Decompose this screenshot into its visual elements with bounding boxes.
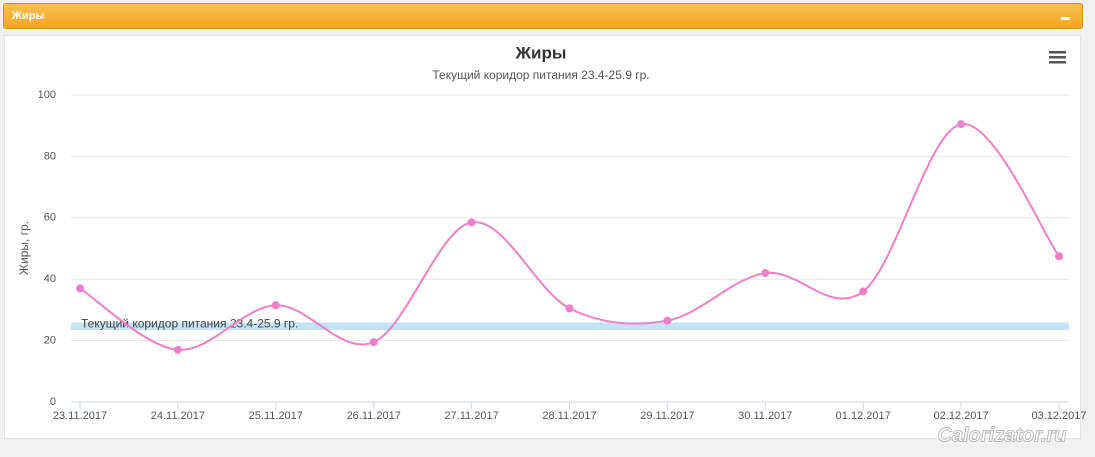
y-tick-label: 20 (44, 335, 56, 347)
x-tick-label: 30.11.2017 (738, 410, 792, 422)
x-tick-label: 27.11.2017 (444, 410, 498, 422)
menu-button[interactable] (1049, 51, 1066, 64)
minimize-button[interactable] (1061, 17, 1070, 20)
x-tick-label: 25.11.2017 (249, 410, 303, 422)
x-tick-label: 03.12.2017 (1031, 410, 1086, 422)
x-tick-label: 23.11.2017 (53, 410, 107, 422)
data-point (76, 284, 84, 293)
x-tick-label: 02.12.2017 (934, 410, 989, 422)
panel-title: Жиры (12, 10, 45, 22)
data-point (761, 269, 770, 278)
chart-title: Жиры (515, 43, 567, 62)
x-tick-label: 29.11.2017 (640, 410, 694, 422)
x-tick-label: 24.11.2017 (151, 410, 205, 422)
data-point (957, 120, 966, 129)
watermark: Calorizator.ru (938, 424, 1067, 446)
data-point (173, 345, 182, 354)
panel-header: Жиры (3, 3, 1083, 29)
chart-box (4, 35, 1081, 439)
data-point (369, 338, 378, 347)
y-tick-label: 0 (50, 396, 56, 408)
y-tick-label: 60 (44, 212, 56, 224)
chart-subtitle: Текущий коридор питания 23.4-25.9 гр. (432, 68, 649, 82)
data-point (467, 218, 476, 227)
plot-band-label: Текущий коридор питания 23.4-25.9 гр. (81, 317, 298, 331)
data-point (663, 316, 672, 325)
x-tick-label: 01.12.2017 (836, 410, 891, 422)
data-point (859, 287, 868, 296)
plot-band (71, 322, 1069, 331)
data-point (565, 304, 574, 313)
y-tick-label: 100 (38, 89, 56, 101)
x-tick-label: 28.11.2017 (542, 410, 596, 422)
y-tick-label: 80 (44, 150, 56, 162)
y-axis-title: Жиры, гр. (17, 221, 31, 275)
data-point (1055, 252, 1063, 261)
x-tick-label: 26.11.2017 (347, 410, 401, 422)
data-point (271, 301, 280, 310)
y-tick-label: 40 (44, 273, 56, 285)
